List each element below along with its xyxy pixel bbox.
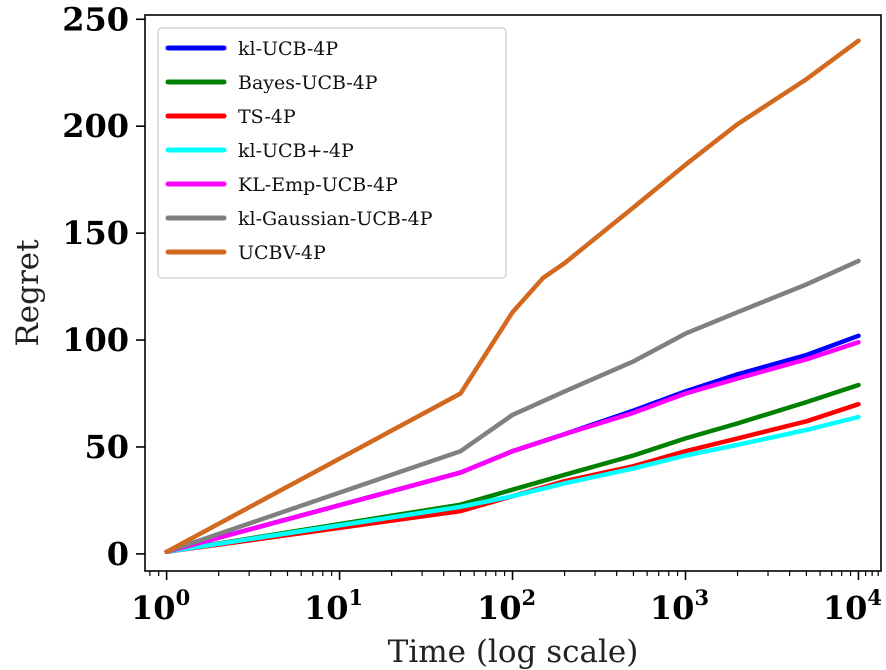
y-tick-label: 100	[62, 321, 129, 359]
x-axis: 100 101 102 103 104	[131, 571, 882, 627]
legend-label-7: UCBV-4P	[238, 242, 326, 264]
y-axis: 0 50 100 150 200 250	[62, 0, 145, 573]
x-tick-label: 102	[477, 585, 536, 627]
y-tick-label: 50	[84, 428, 129, 466]
legend-label-6: kl-Gaussian-UCB-4P	[238, 208, 433, 230]
legend: kl-UCB-4P Bayes-UCB-4P TS-4P kl-UCB+-4P KL-E…	[157, 27, 507, 279]
x-axis-label: Time (log scale)	[388, 634, 639, 670]
y-tick-label: 250	[62, 0, 129, 38]
x-tick-label: 100	[131, 585, 190, 627]
legend-label-3: TS-4P	[238, 106, 296, 128]
series-line-4	[164, 414, 861, 555]
legend-box	[157, 27, 507, 279]
y-axis-label: Regret	[10, 239, 46, 347]
x-tick-label: 104	[823, 585, 882, 627]
y-tick-label: 0	[107, 535, 129, 573]
series-lines	[164, 38, 861, 555]
series-line-6	[164, 258, 861, 555]
legend-label-5: KL-Emp-UCB-4P	[238, 174, 398, 196]
legend-label-1: kl-UCB-4P	[238, 38, 338, 60]
y-tick-label: 200	[62, 107, 129, 145]
series-line-2	[164, 382, 861, 555]
x-tick-label: 103	[650, 585, 709, 627]
legend-label-4: kl-UCB+-4P	[238, 140, 354, 162]
y-tick-label: 150	[62, 214, 129, 252]
x-tick-label: 101	[304, 585, 363, 627]
legend-label-2: Bayes-UCB-4P	[238, 72, 378, 94]
series-line-5	[164, 339, 861, 555]
series-line-7	[164, 38, 861, 555]
